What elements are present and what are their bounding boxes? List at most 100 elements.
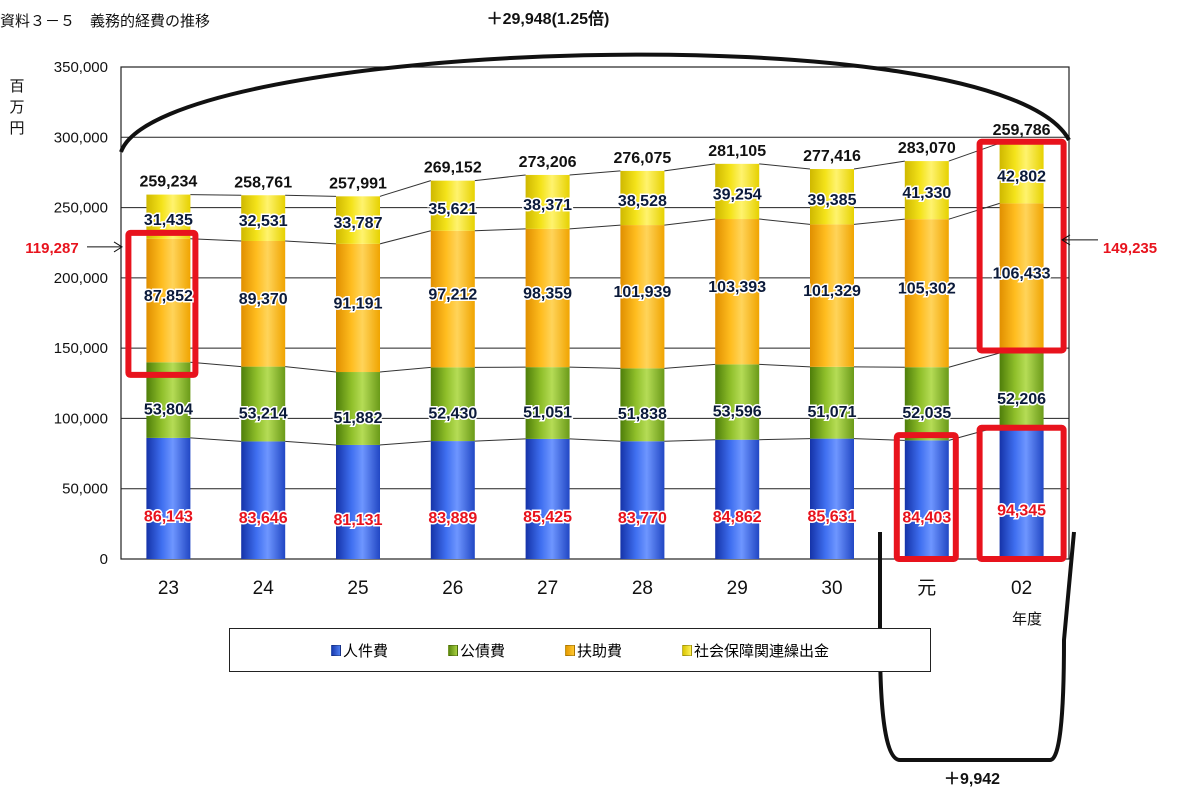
value-label-total: 283,070 (898, 140, 956, 157)
x-tick-label: 30 (821, 578, 842, 599)
value-label-total: 259,786 (993, 122, 1051, 139)
bar-personnel (904, 440, 949, 559)
bar-assistance (810, 224, 854, 367)
bar-debt (430, 367, 475, 442)
y-axis-unit-label: 百 万 円 (8, 76, 26, 139)
bar-personnel (336, 444, 380, 559)
legend-label-debt: 公債費 (459, 641, 505, 660)
unit-char-1: 百 (9, 77, 25, 95)
value-label-social: 39,254 (713, 187, 762, 204)
value-label-assistance: 101,939 (613, 284, 671, 301)
unit-char-2: 万 (9, 98, 25, 116)
connector-line (948, 352, 1000, 368)
legend-item-personnel: 人件費 (330, 640, 388, 661)
bar-debt (241, 366, 286, 442)
y-tick-label: 250,000 (54, 200, 108, 217)
personnel-change-bracket (878, 531, 1076, 762)
value-label-personnel: 81,131 (334, 512, 383, 529)
legend-label-assistance: 扶助費 (577, 641, 623, 660)
connector-line (379, 366, 431, 373)
legend-item-debt: 公債費 (447, 640, 505, 661)
connector-line (569, 366, 621, 369)
legend-label-social: 社会保障関連繰出金 (694, 641, 830, 660)
unit-char-3: 円 (9, 119, 25, 137)
y-tick-label: 300,000 (54, 129, 108, 146)
bar-social (810, 169, 854, 225)
highlight-box-02-assistance-social (976, 138, 1067, 354)
page-title: 資料３－５ 義務的経費の推移 (0, 12, 211, 30)
bar-debt (620, 368, 665, 442)
bar-personnel (999, 426, 1044, 559)
bar-debt (904, 367, 949, 441)
value-label-personnel: 84,403 (902, 510, 951, 527)
value-label-social: 42,802 (997, 168, 1046, 185)
value-label-social: 35,621 (428, 201, 477, 218)
bar-personnel (715, 439, 760, 559)
value-label-personnel: 86,143 (144, 508, 193, 525)
bar-debt (715, 364, 760, 440)
value-label-debt: 51,071 (808, 404, 857, 421)
left-subtotal-arrowhead (113, 241, 123, 253)
bar-debt (525, 367, 570, 439)
bar-assistance (999, 203, 1044, 353)
connector-line (474, 228, 526, 232)
value-label-personnel: 94,345 (997, 503, 1046, 520)
value-label-total: 273,206 (519, 154, 577, 171)
connector-line (569, 170, 621, 176)
bar-assistance (336, 243, 380, 373)
bar-social (999, 143, 1044, 204)
y-tick-label: 100,000 (54, 410, 108, 427)
connector-line (474, 174, 526, 182)
connector-line (664, 163, 716, 172)
bar-personnel (146, 437, 191, 559)
bar-personnel (525, 438, 570, 559)
overall-change-label: ＋29,948(1.25倍) (487, 9, 610, 28)
bar-debt (336, 372, 380, 445)
series-connector-lines (190, 142, 1000, 446)
connector-line (285, 194, 337, 197)
connector-line (948, 202, 1000, 220)
value-label-social: 39,385 (808, 192, 857, 209)
legend-swatch-assistance (565, 644, 575, 656)
connector-line (190, 238, 242, 242)
value-label-social: 32,531 (239, 213, 288, 230)
plot-border (120, 66, 1070, 560)
bar-assistance (715, 219, 760, 365)
connector-line (948, 142, 1000, 162)
bar-assistance (241, 240, 286, 367)
x-tick-label: 26 (442, 578, 463, 599)
bar-debt (810, 366, 854, 439)
connector-line (759, 363, 811, 368)
value-label-debt: 52,035 (902, 405, 951, 422)
value-label-assistance: 97,212 (428, 286, 477, 303)
x-tick-label: 29 (727, 578, 748, 599)
connector-line (853, 160, 905, 170)
bar-social (336, 196, 380, 244)
personnel-change-label: ＋9,942 (944, 771, 1000, 788)
y-tick-label: 350,000 (54, 59, 108, 76)
connector-line (569, 438, 621, 442)
value-label-total: 277,416 (803, 148, 861, 165)
value-label-assistance: 106,433 (993, 266, 1051, 283)
connector-line (474, 438, 526, 442)
x-axis-unit-label: 年度 (1012, 610, 1043, 628)
bars (146, 143, 1044, 559)
value-label-debt: 52,206 (997, 391, 1046, 408)
value-label-total: 258,761 (234, 174, 292, 191)
connector-line (569, 224, 621, 230)
connector-line (190, 437, 242, 442)
right-subtotal-arrowhead (1061, 234, 1071, 246)
value-label-debt: 53,214 (239, 405, 288, 422)
bar-social (241, 195, 286, 241)
bar-personnel (620, 441, 665, 559)
value-label-debt: 51,051 (523, 404, 572, 421)
value-label-total: 259,234 (139, 174, 197, 191)
x-tick-label: 25 (347, 578, 368, 599)
value-label-personnel: 84,862 (713, 509, 762, 526)
plot-frame (120, 66, 1070, 560)
value-label-social: 38,371 (523, 197, 572, 214)
connector-line (664, 363, 716, 369)
x-tick-label: 02 (1011, 578, 1032, 599)
y-tick-label: 150,000 (54, 340, 108, 357)
legend-swatch-debt (447, 644, 458, 656)
